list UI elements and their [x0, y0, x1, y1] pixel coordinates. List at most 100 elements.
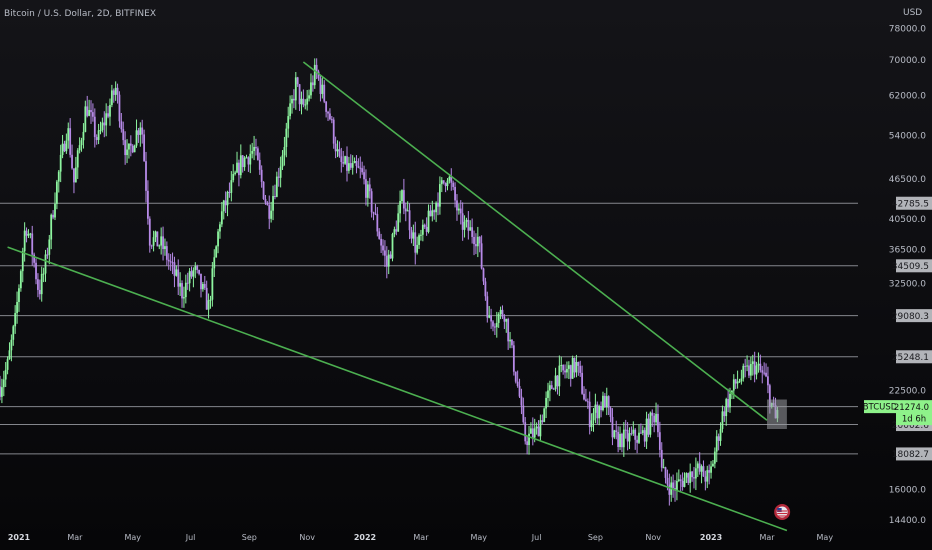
candle-body	[207, 300, 210, 310]
candle-body	[139, 127, 142, 135]
candle-body	[131, 145, 134, 153]
candle-body	[380, 238, 383, 246]
candle-body	[537, 426, 540, 437]
candle-body	[124, 140, 127, 156]
candle-body	[499, 309, 502, 315]
y-tick-label: 16000.0	[889, 486, 926, 496]
candle-body	[414, 232, 417, 253]
candle-body	[200, 273, 202, 290]
candle-body	[446, 180, 449, 187]
candle-body	[541, 420, 544, 422]
candle-body	[272, 195, 274, 211]
candle-body	[723, 411, 726, 417]
candle-body	[548, 385, 551, 391]
candle-body	[520, 396, 523, 406]
candle-body	[6, 359, 9, 370]
candle-body	[702, 466, 705, 477]
candle-body	[638, 432, 640, 443]
candle-body	[198, 269, 200, 274]
us-flag-icon[interactable]	[774, 504, 791, 520]
candle-body	[275, 176, 278, 197]
candle-body	[145, 161, 147, 191]
candle-body	[759, 363, 762, 371]
candle-body	[50, 214, 53, 240]
candle-body	[319, 78, 322, 94]
candle-body	[742, 365, 745, 379]
candle-body	[31, 233, 34, 255]
candle-body	[509, 339, 511, 342]
candle-body	[184, 282, 187, 298]
candle-body	[657, 413, 659, 433]
candle-body	[465, 219, 468, 222]
candle-body	[251, 150, 254, 154]
horizontal-levels	[0, 202, 858, 455]
candle-body	[448, 176, 451, 181]
candle-body	[727, 399, 730, 408]
candle-body	[765, 372, 767, 377]
candle-body	[152, 237, 155, 246]
candle-body	[175, 269, 178, 276]
candle-body	[351, 162, 354, 168]
candle-body	[435, 202, 438, 213]
candle-body	[349, 163, 352, 168]
candle-body	[621, 433, 623, 448]
candle-body	[439, 184, 441, 207]
x-tick-label: Jul	[531, 533, 542, 542]
candle-body	[306, 98, 309, 105]
candle-body	[749, 363, 752, 376]
candle-body	[391, 234, 394, 259]
candle-body	[588, 401, 591, 428]
candle-body	[376, 214, 379, 232]
candle-body	[245, 157, 248, 159]
candle-body	[63, 143, 66, 152]
candle-body	[550, 385, 553, 389]
x-tick-label: May	[471, 533, 488, 542]
candle-body	[653, 415, 656, 423]
candle-body	[188, 271, 191, 284]
candle-body	[763, 372, 766, 374]
candle-body	[676, 480, 678, 491]
price-label: 21274.0	[894, 403, 929, 413]
candle-body	[256, 148, 259, 160]
candle-body	[729, 393, 731, 408]
candle-body	[556, 375, 559, 387]
candle-body	[179, 283, 182, 287]
candle-body	[165, 246, 168, 260]
candle-body	[347, 163, 350, 171]
candle-body	[528, 433, 530, 446]
candle-body	[700, 466, 703, 472]
candle-body	[748, 365, 750, 376]
candle-body	[467, 219, 470, 231]
candle-body	[294, 77, 297, 101]
candle-body	[526, 441, 529, 446]
candle-body	[687, 473, 690, 483]
candle-body	[401, 190, 403, 202]
y-tick-label: 32500.0	[889, 279, 926, 289]
candle-body	[579, 365, 582, 373]
candle-body	[126, 149, 128, 156]
candle-body	[213, 257, 216, 269]
candle-body	[190, 271, 193, 277]
level-label: 42785.5	[892, 199, 929, 209]
level-label-bg	[896, 196, 932, 210]
candle-body	[239, 155, 242, 176]
candle-body	[29, 233, 32, 235]
candle-body	[327, 111, 329, 114]
level-label-bg	[896, 309, 932, 323]
candle-body	[454, 186, 456, 201]
candle-body	[19, 271, 22, 289]
candle-body	[18, 288, 20, 302]
candle-body	[226, 191, 229, 206]
candle-body	[291, 98, 293, 104]
candle-body	[258, 159, 261, 170]
candle-body	[545, 397, 547, 409]
candle-body	[355, 160, 358, 167]
candle-body	[336, 149, 339, 152]
candle-body	[655, 413, 657, 423]
candle-body	[410, 230, 413, 239]
candle-body	[459, 208, 462, 214]
x-tick-label: Sep	[242, 533, 257, 542]
candle-body	[279, 166, 282, 178]
